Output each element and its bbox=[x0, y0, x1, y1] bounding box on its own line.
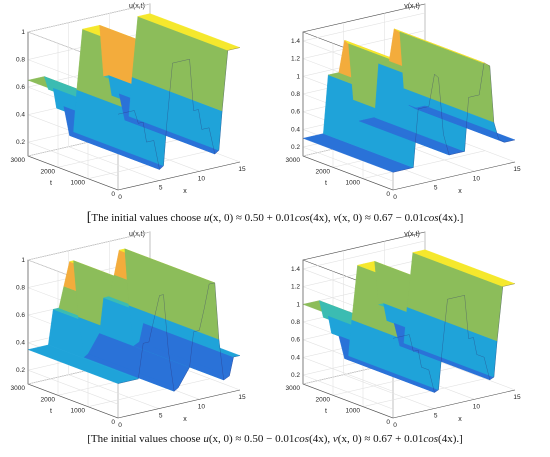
t-tick-label: 1000 bbox=[71, 408, 86, 415]
t-axis-line bbox=[27, 155, 119, 191]
x-tick-label: 5 bbox=[159, 185, 163, 192]
z-tick-label: 0.2 bbox=[291, 372, 300, 379]
chart-u-bottom: u(x,t) 0 5 10 15 0 1000 2000 3000 0.2 0.4 0.6 0.8 1 x t bbox=[11, 231, 246, 428]
caption-bottom: [The initial values choose u(x, 0) ≈ 0.5… bbox=[87, 433, 463, 445]
t-tick-label: 0 bbox=[386, 191, 390, 198]
x-tick-label: 10 bbox=[473, 175, 481, 182]
z-tick-label: 0.8 bbox=[291, 91, 300, 98]
t-tick-label: 2000 bbox=[316, 168, 331, 175]
z-tick-label: 1 bbox=[21, 257, 25, 264]
z-tick-label: 0.6 bbox=[291, 337, 300, 344]
z-tick-label: 0.4 bbox=[291, 126, 300, 133]
t-tick-label: 3000 bbox=[11, 157, 26, 164]
x-tick-label: 10 bbox=[198, 403, 206, 410]
chart-v-top: v(x,t) 0 5 10 15 0 1000 2000 3000 0.2 0.4 0.6 0.8 1 1.… bbox=[286, 3, 521, 200]
t-tick-label: 3000 bbox=[11, 385, 26, 392]
x-axis-line bbox=[392, 161, 516, 191]
surface bbox=[302, 249, 516, 393]
surface bbox=[27, 13, 241, 170]
z-tick-label: 1.2 bbox=[291, 284, 300, 291]
t-tick-label: 3000 bbox=[286, 157, 301, 164]
z-tick-label: 1 bbox=[296, 301, 300, 308]
t-tick-label: 3000 bbox=[286, 385, 301, 392]
x-tick-label: 15 bbox=[238, 394, 246, 401]
surface bbox=[302, 28, 516, 173]
z-tick-label: 0.6 bbox=[16, 312, 25, 319]
surface-front-edge bbox=[392, 283, 516, 393]
x-tick-label: 5 bbox=[159, 413, 163, 420]
z-tick-label: 0.6 bbox=[291, 109, 300, 116]
t-tick-label: 2000 bbox=[41, 396, 56, 403]
x-tick-label: 0 bbox=[393, 194, 397, 200]
x-tick-label: 0 bbox=[118, 194, 122, 200]
x-tick-label: 15 bbox=[513, 394, 521, 401]
x-tick-label: 5 bbox=[434, 413, 438, 420]
t-tick-label: 0 bbox=[386, 419, 390, 426]
x-tick-label: 15 bbox=[238, 166, 246, 173]
z-tick-label: 0.6 bbox=[16, 84, 25, 91]
z-tick-label: 0.4 bbox=[16, 340, 25, 347]
t-axis-label: t bbox=[325, 408, 327, 415]
surface-front-edge bbox=[117, 47, 241, 170]
chart-title: v(x,t) bbox=[404, 231, 420, 238]
z-tick-label: 0.2 bbox=[291, 144, 300, 151]
t-tick-label: 2000 bbox=[41, 168, 56, 175]
z-tick-label: 1 bbox=[296, 73, 300, 80]
surface-front-edge bbox=[392, 62, 516, 173]
z-tick-label: 1.4 bbox=[291, 38, 300, 45]
x-tick-label: 10 bbox=[473, 403, 481, 410]
t-tick-label: 1000 bbox=[346, 180, 361, 187]
chart-title: u(x,t) bbox=[129, 3, 145, 10]
chart-title: v(x,t) bbox=[404, 3, 420, 10]
chart-u-top: u(x,t) 0 5 10 15 0 1000 2000 3000 0.2 0.4 0.6 0.8 1 x t bbox=[11, 3, 246, 200]
surface-front-edge bbox=[117, 282, 241, 392]
t-tick-label: 1000 bbox=[346, 408, 361, 415]
x-axis-line bbox=[392, 389, 516, 419]
surface bbox=[27, 248, 241, 392]
x-tick-label: 15 bbox=[513, 166, 521, 173]
z-tick-label: 0.2 bbox=[16, 139, 25, 146]
t-tick-label: 0 bbox=[111, 419, 115, 426]
x-axis-line bbox=[117, 161, 241, 191]
x-axis-line bbox=[117, 389, 241, 419]
z-tick-label: 0.2 bbox=[16, 367, 25, 374]
z-tick-label: 0.4 bbox=[16, 112, 25, 119]
z-tick-label: 1.2 bbox=[291, 56, 300, 63]
x-tick-label: 0 bbox=[118, 422, 122, 428]
t-axis-line bbox=[302, 155, 394, 191]
x-axis-label: x bbox=[183, 188, 187, 195]
x-tick-label: 0 bbox=[393, 422, 397, 428]
t-axis-label: t bbox=[50, 180, 52, 187]
chart-v-bottom: v(x,t) 0 5 10 15 0 1000 2000 3000 0.2 0.4 0.6 0.8 1 1.… bbox=[286, 231, 521, 428]
t-tick-label: 1000 bbox=[71, 180, 86, 187]
z-tick-label: 0.8 bbox=[16, 57, 25, 64]
t-tick-label: 0 bbox=[111, 191, 115, 198]
t-axis-line bbox=[27, 383, 119, 419]
t-axis-label: t bbox=[325, 180, 327, 187]
chart-title: u(x,t) bbox=[129, 231, 145, 238]
x-axis-label: x bbox=[458, 416, 462, 423]
z-tick-label: 0.4 bbox=[291, 354, 300, 361]
z-tick-label: 0.8 bbox=[16, 285, 25, 292]
t-tick-label: 2000 bbox=[316, 396, 331, 403]
x-axis-label: x bbox=[458, 188, 462, 195]
caption-top: [The initial values choose u(x, 0) ≈ 0.5… bbox=[86, 210, 464, 225]
x-axis-label: x bbox=[183, 416, 187, 423]
z-tick-label: 0.8 bbox=[291, 319, 300, 326]
z-tick-label: 1.4 bbox=[291, 266, 300, 273]
z-tick-label: 1 bbox=[21, 29, 25, 36]
t-axis-label: t bbox=[50, 408, 52, 415]
x-tick-label: 10 bbox=[198, 175, 206, 182]
t-axis-line bbox=[302, 383, 394, 419]
x-tick-label: 5 bbox=[434, 185, 438, 192]
